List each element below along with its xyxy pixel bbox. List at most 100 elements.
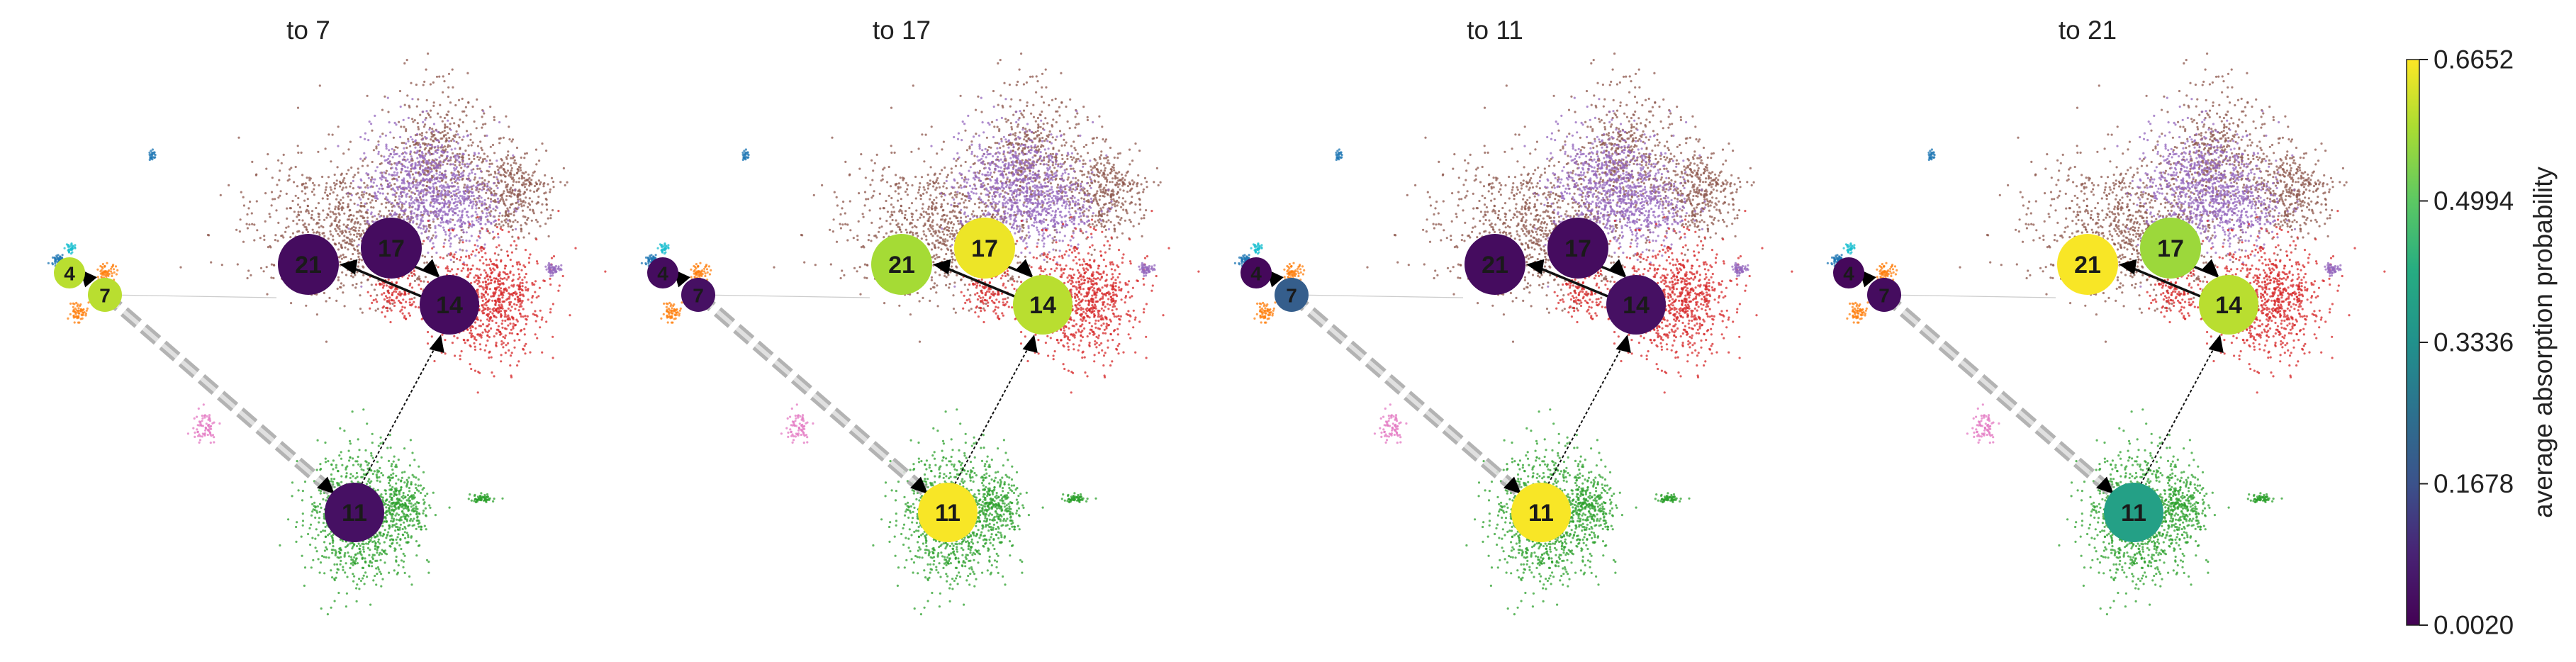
cell-point <box>439 132 442 135</box>
cell-point <box>294 165 297 169</box>
cell-point <box>318 521 320 524</box>
cell-point <box>349 542 352 545</box>
cell-point <box>454 147 457 150</box>
cell-point <box>516 263 519 266</box>
cell-point <box>393 211 397 214</box>
cell-point <box>449 242 452 245</box>
cell-point <box>524 201 527 204</box>
cell-point <box>473 276 476 279</box>
cell-point <box>323 556 325 559</box>
cell-point <box>402 566 405 568</box>
cell-point <box>371 540 374 544</box>
cell-point <box>525 322 527 325</box>
cell-point <box>540 211 543 214</box>
cell-point <box>339 185 342 188</box>
cell-point <box>542 185 545 188</box>
cell-point <box>516 194 519 197</box>
cell-point <box>345 186 348 189</box>
cell-point <box>425 559 429 561</box>
cell-point <box>550 257 554 259</box>
cell-point <box>484 271 488 274</box>
cell-point <box>402 503 405 507</box>
cell-point <box>504 352 507 354</box>
cell-point <box>445 193 448 196</box>
cell-point <box>515 210 517 213</box>
cell-point <box>296 185 299 188</box>
cell-point <box>333 478 336 481</box>
cell-point <box>489 269 493 271</box>
cell-point <box>371 565 374 568</box>
cluster-0-points <box>179 84 500 343</box>
cell-point <box>486 264 488 267</box>
cell-point <box>408 161 411 164</box>
cell-point <box>246 227 249 230</box>
cell-point <box>451 181 454 184</box>
cell-point <box>405 478 408 481</box>
cell-point <box>374 215 376 218</box>
cell-point <box>388 121 391 124</box>
cell-point <box>291 232 295 235</box>
cell-point <box>410 535 413 538</box>
cell-point <box>488 162 491 165</box>
cell-point <box>311 503 314 506</box>
cell-point <box>391 193 394 196</box>
cell-point <box>427 571 430 574</box>
cell-point <box>359 215 362 218</box>
cell-point <box>530 179 533 181</box>
cell-point <box>410 170 413 173</box>
cell-point <box>325 499 327 502</box>
cell-point <box>334 206 337 208</box>
cell-point <box>523 186 527 189</box>
cell-point <box>375 567 378 570</box>
cell-point <box>323 572 326 575</box>
cell-point <box>418 167 422 171</box>
cell-point <box>471 223 474 226</box>
cell-point <box>360 281 363 284</box>
cell-point <box>374 191 376 194</box>
cell-point <box>422 240 425 242</box>
cell-point <box>422 503 425 505</box>
cell-point <box>470 253 473 256</box>
cell-point <box>386 498 388 501</box>
cell-point <box>305 210 308 213</box>
cell-point <box>449 258 452 262</box>
cell-point <box>379 559 382 561</box>
cell-point <box>414 483 417 486</box>
cell-point <box>423 262 426 264</box>
cell-point <box>506 169 510 172</box>
cell-point <box>429 506 432 510</box>
cell-point <box>477 251 481 254</box>
cell-point <box>512 180 515 183</box>
cell-point <box>514 219 517 222</box>
cell-point <box>410 158 413 161</box>
cell-point <box>534 218 538 221</box>
cell-point <box>491 319 494 322</box>
cell-point <box>322 498 325 501</box>
cell-point <box>485 258 488 261</box>
cell-point <box>525 281 528 284</box>
cell-point <box>339 286 342 288</box>
cell-point <box>518 288 521 291</box>
cell-point <box>443 129 446 133</box>
cell-point <box>440 190 443 193</box>
cell-point <box>477 333 480 336</box>
cell-point <box>445 219 448 223</box>
cell-point <box>425 184 428 187</box>
cell-point <box>522 308 525 310</box>
cell-point <box>274 198 276 201</box>
cell-point <box>523 276 526 279</box>
cell-point <box>467 101 470 104</box>
cell-point <box>451 342 454 344</box>
cell-point <box>414 167 417 169</box>
cell-point <box>391 486 394 488</box>
cell-point <box>414 510 417 512</box>
cell-point <box>432 164 435 167</box>
cell-point <box>405 218 409 220</box>
cell-point <box>422 173 425 176</box>
cell-point <box>308 212 310 215</box>
cell-point <box>484 330 487 333</box>
cell-point <box>432 81 435 84</box>
cell-point <box>491 162 493 165</box>
cell-point <box>497 307 500 310</box>
cell-point <box>315 550 318 553</box>
